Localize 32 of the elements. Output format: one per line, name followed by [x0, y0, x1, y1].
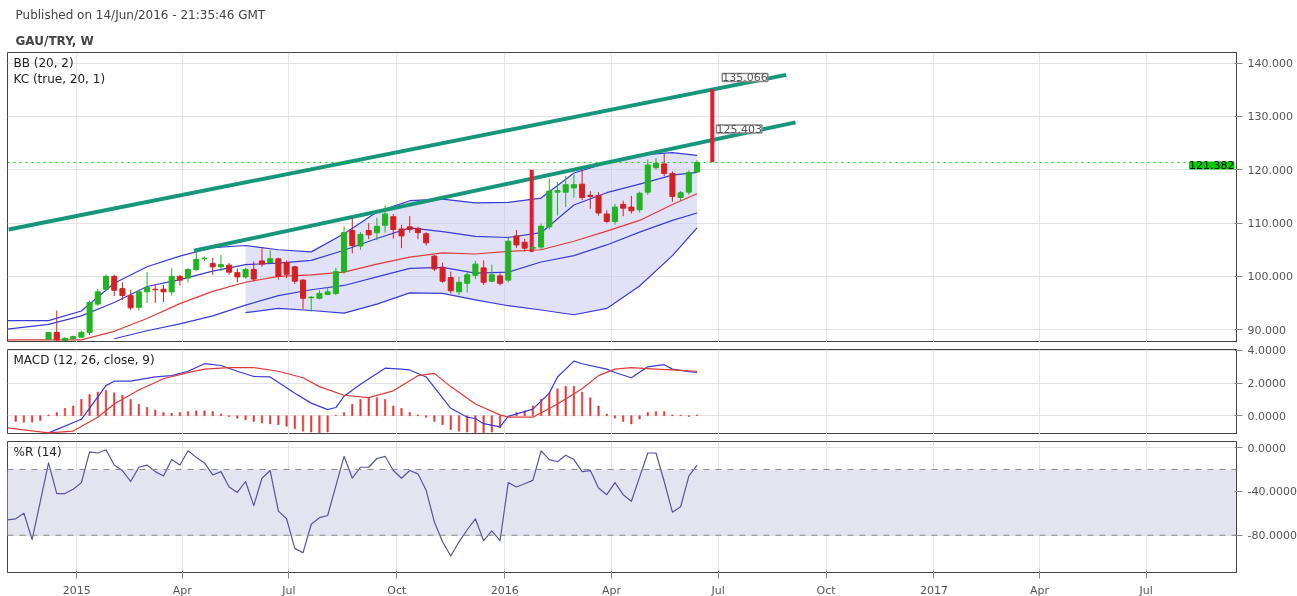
y-tick-label: 0.0000 — [1247, 441, 1286, 455]
x-tick-label: Oct — [816, 583, 837, 596]
x-tick-label: Apr — [601, 583, 622, 596]
y-tick-label: -80.0000 — [1247, 529, 1297, 543]
chart-subtitle: Published on 14/Jun/2016 - 21:35:46 GMT — [15, 7, 266, 22]
annotation: BB (20, 2) — [13, 55, 74, 70]
x-tick-label: Apr — [1029, 583, 1050, 596]
x-tick-label: Jul — [710, 583, 725, 596]
y-tick-label: 110.000 — [1247, 217, 1293, 231]
annotation: 125.403 — [716, 122, 762, 136]
annotation: %R (14) — [13, 444, 62, 459]
y-tick-label: 120.000 — [1247, 163, 1293, 177]
x-tick-label: Apr — [172, 583, 193, 596]
y-tick-label: -40.0000 — [1247, 485, 1297, 499]
x-tick-label: 2016 — [490, 583, 519, 596]
y-tick-label: 2.0000 — [1247, 377, 1286, 391]
x-tick-label: Jul — [281, 583, 296, 596]
y-tick-label: 4.0000 — [1247, 344, 1286, 358]
annotation: 135.066 — [722, 71, 768, 85]
ref-line-label: 121.382 — [1189, 159, 1235, 173]
x-tick-label: 2015 — [62, 583, 91, 596]
y-tick-label: 100.000 — [1247, 270, 1293, 284]
y-tick-label: 0.0000 — [1247, 409, 1286, 423]
y-tick-label: 90.000 — [1247, 323, 1286, 337]
y-tick-label: 140.000 — [1247, 57, 1293, 71]
x-tick-label: Jul — [1138, 583, 1153, 596]
x-tick-label: 2017 — [919, 583, 948, 596]
y-tick-label: 130.000 — [1247, 110, 1293, 124]
chart-title: GAU/TRY, W — [15, 33, 94, 48]
annotation: MACD (12, 26, close, 9) — [13, 352, 155, 367]
annotation: KC (true, 20, 1) — [13, 71, 106, 86]
x-tick-label: Oct — [387, 583, 408, 596]
